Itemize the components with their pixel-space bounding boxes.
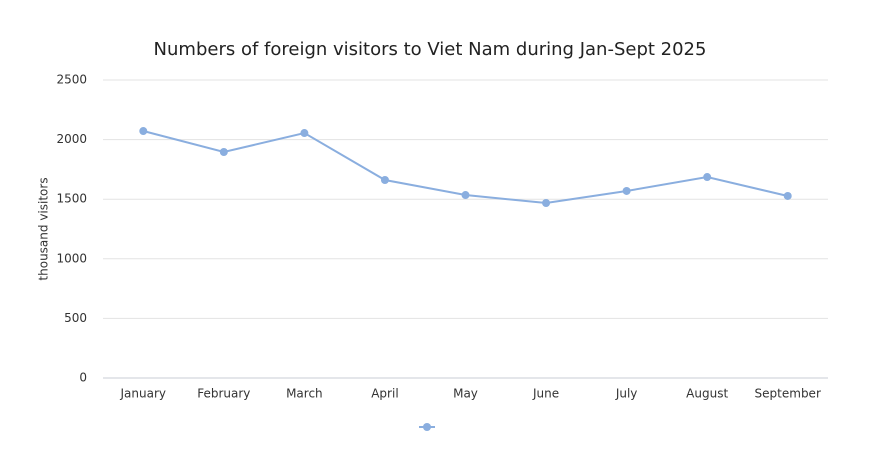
y-axis-label: thousand visitors: [37, 177, 51, 280]
chart-title: Numbers of foreign visitors to Viet Nam …: [154, 39, 707, 60]
data-point: [703, 173, 712, 182]
y-tick-label: 500: [64, 311, 87, 325]
y-tick-label: 0: [79, 371, 87, 385]
x-tick-label: May: [453, 387, 478, 401]
x-tick-label: April: [371, 387, 398, 401]
x-tick-label: March: [286, 387, 323, 401]
x-tick-label: July: [615, 387, 638, 401]
x-tick-label: January: [120, 387, 167, 401]
data-point: [542, 199, 551, 208]
data-point: [139, 127, 148, 136]
y-tick-label: 2500: [56, 73, 87, 87]
y-tick-label: 1000: [56, 251, 87, 265]
data-point: [219, 147, 228, 156]
data-point: [380, 176, 389, 185]
data-point: [783, 191, 792, 200]
y-tick-label: 2000: [56, 132, 87, 146]
data-point: [300, 129, 309, 138]
y-tick-label: 1500: [56, 192, 87, 206]
legend-marker: [423, 423, 431, 431]
x-tick-label: September: [755, 387, 821, 401]
data-point: [461, 191, 470, 200]
data-point: [622, 186, 631, 195]
x-tick-label: February: [197, 387, 250, 401]
x-tick-label: June: [532, 387, 559, 401]
x-tick-label: August: [686, 387, 728, 401]
